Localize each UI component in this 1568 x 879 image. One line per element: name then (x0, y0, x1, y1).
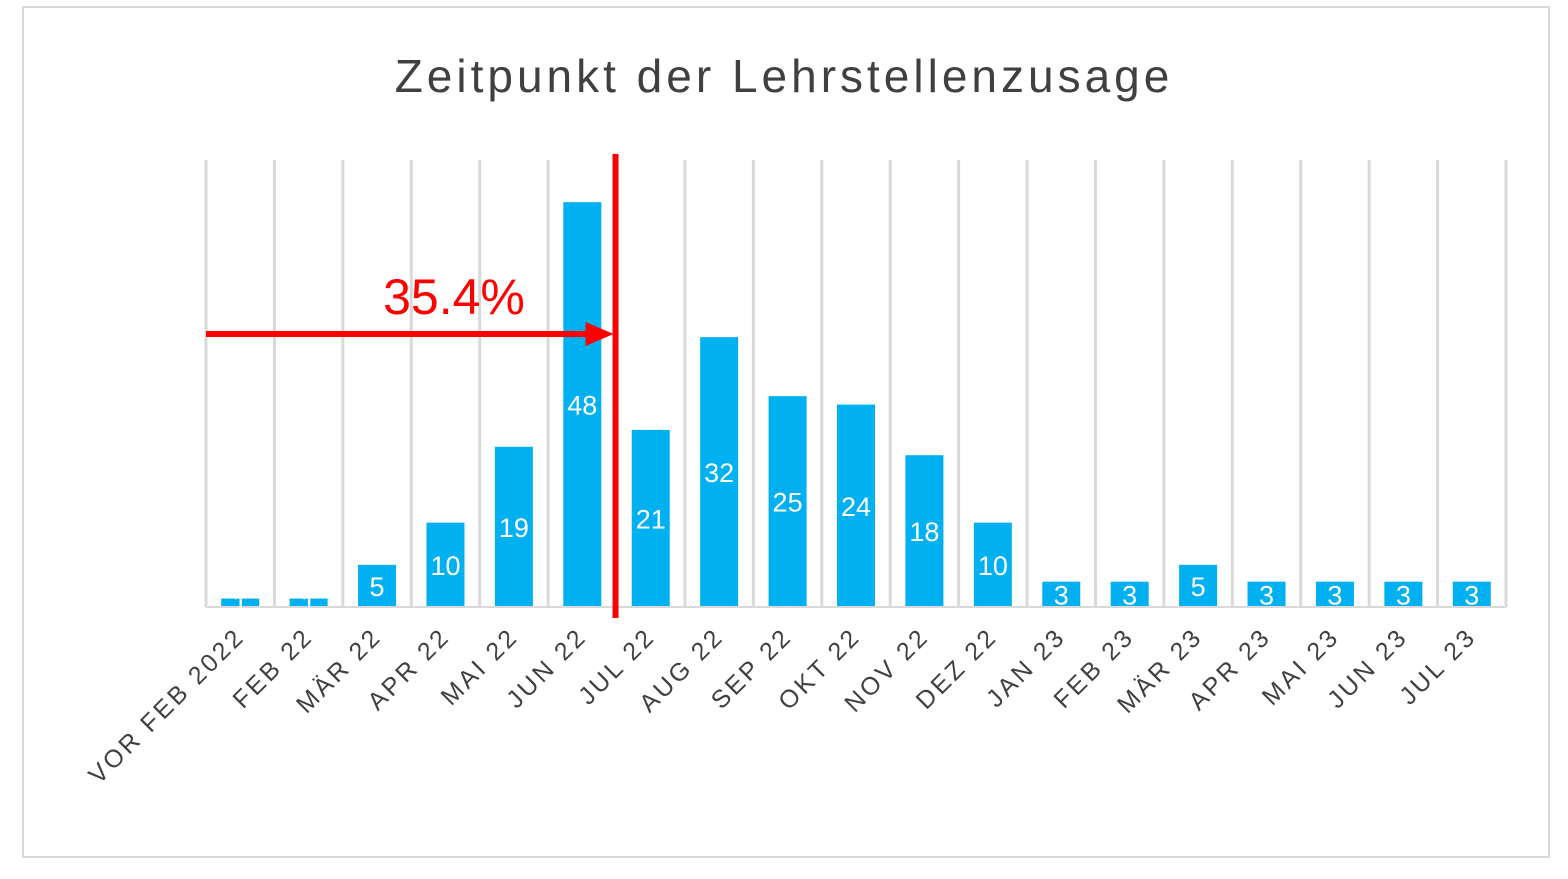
data-label: 3 (1327, 580, 1342, 610)
data-label: 21 (636, 504, 666, 534)
bar (426, 522, 465, 607)
data-label: 25 (773, 488, 803, 518)
bar (1179, 564, 1218, 607)
data-label: 18 (909, 517, 939, 547)
bar (221, 598, 260, 607)
data-label: 5 (370, 572, 385, 602)
data-label: 10 (978, 551, 1008, 581)
bar (494, 446, 533, 607)
annotation-layer: 35.4% (206, 154, 619, 618)
bar (1247, 581, 1286, 607)
bar (631, 429, 670, 607)
bar (1315, 581, 1354, 607)
data-label: 3 (1464, 580, 1479, 610)
bar (289, 598, 328, 607)
bar (358, 564, 397, 607)
annotation-percentage: 35.4% (383, 269, 525, 325)
bar (1042, 581, 1081, 607)
bar (1452, 581, 1491, 607)
data-label: 3 (1259, 580, 1274, 610)
annotation-arrow-head (585, 322, 614, 346)
bar (1110, 581, 1149, 607)
bar (973, 522, 1012, 607)
value-labels-layer: 1 1 5 10 19 48 21 32 25 24 18 10 3 3 5 3 3 3 3 (233, 391, 1480, 619)
chart-title: Zeitpunkt der Lehrstellenzusage (395, 50, 1174, 102)
data-label: 48 (567, 391, 597, 421)
data-label: 10 (430, 551, 460, 581)
data-label: 1 (233, 589, 248, 619)
bar (1384, 581, 1423, 607)
bar (837, 404, 875, 607)
data-label: 32 (704, 458, 734, 488)
data-label: 24 (841, 492, 871, 522)
data-label: 3 (1122, 580, 1137, 610)
bar (768, 396, 807, 607)
bar (905, 455, 944, 607)
data-label: 1 (301, 589, 316, 619)
data-label: 3 (1054, 580, 1069, 610)
bars-layer (221, 202, 1491, 607)
bar (700, 337, 739, 607)
data-label: 19 (499, 513, 529, 543)
bar (563, 202, 602, 607)
x-tick-label: JUL 23 (1394, 622, 1482, 710)
data-label: 5 (1191, 572, 1206, 602)
x-tick-label: VOR FEB 2022 (83, 622, 250, 789)
data-label: 3 (1396, 580, 1411, 610)
